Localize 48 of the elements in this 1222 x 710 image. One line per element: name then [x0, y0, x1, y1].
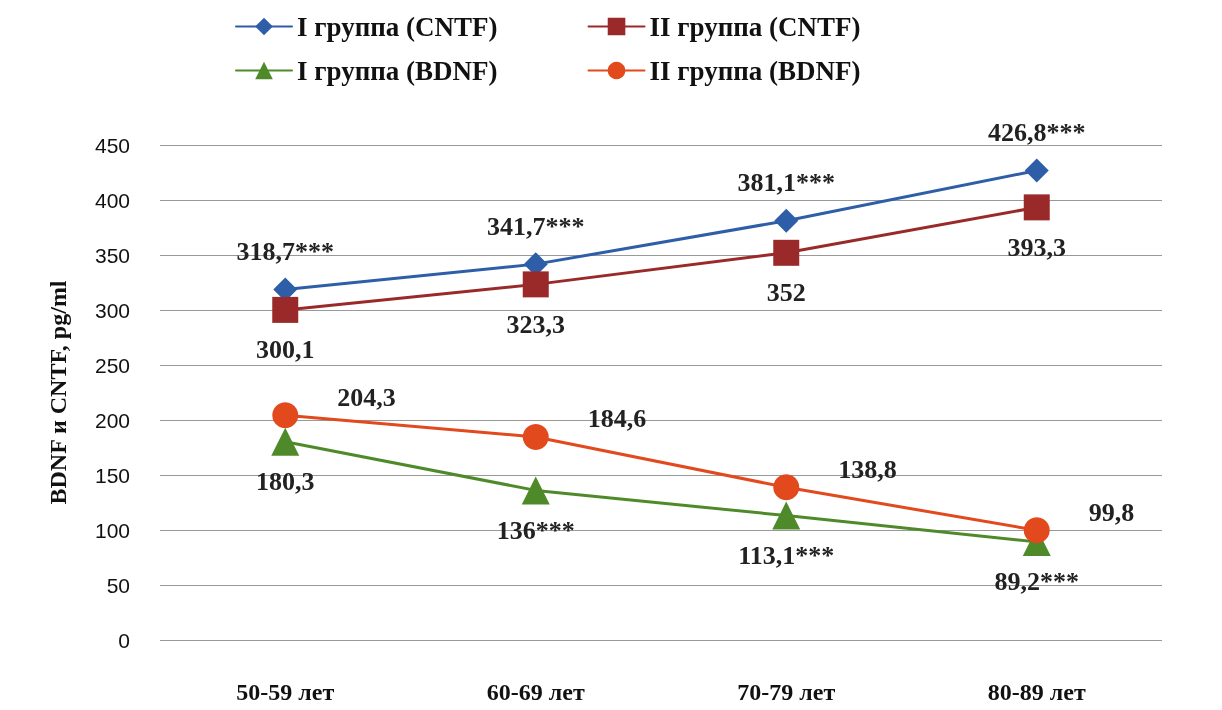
legend-label: II группа (BDNF) — [649, 55, 861, 86]
data-label: 184,6 — [587, 404, 647, 434]
point — [774, 208, 799, 233]
y-tick-label: 200 — [94, 408, 130, 432]
y-tick-label: 350 — [94, 243, 130, 267]
legend-label: II группа (CNTF) — [649, 11, 861, 42]
data-label: 323,3 — [506, 309, 565, 339]
data-label: 99,8 — [1088, 497, 1135, 527]
y-tick-label: 0 — [118, 628, 130, 652]
y-tick-label: 250 — [94, 353, 130, 377]
data-label: 393,3 — [1007, 232, 1066, 262]
data-label: 89,2*** — [994, 567, 1079, 597]
point — [522, 271, 549, 298]
x-tick-label: 60-69 лет — [486, 679, 585, 705]
y-tick-label: 450 — [94, 133, 130, 157]
point — [521, 476, 550, 505]
legend-label: I группа (CNTF) — [297, 11, 498, 42]
point — [772, 501, 801, 530]
data-label: 180,3 — [256, 467, 315, 497]
x-tick-label: 50-59 лет — [236, 679, 335, 705]
point — [272, 296, 299, 323]
data-label: 341,7*** — [487, 211, 585, 241]
data-label: 426,8*** — [988, 118, 1086, 148]
data-label: 381,1*** — [737, 168, 835, 198]
point — [1023, 194, 1050, 221]
point — [773, 474, 800, 501]
y-tick-label: 150 — [94, 463, 130, 487]
x-tick-label: 70-79 лет — [737, 679, 836, 705]
y-tick-label: 100 — [94, 518, 130, 542]
point — [271, 427, 300, 456]
data-label: 113,1*** — [738, 541, 835, 571]
data-label: 138,8 — [838, 454, 897, 484]
x-tick-label: 80-89 лет — [987, 679, 1086, 705]
legend-label: I группа (BDNF) — [297, 55, 498, 86]
point — [522, 423, 549, 450]
point — [272, 402, 299, 429]
point — [1023, 517, 1050, 544]
y-axis-title: BDNF и CNTF, pg/ml — [45, 280, 71, 505]
data-label: 352 — [766, 278, 806, 308]
data-label: 300,1 — [256, 335, 315, 365]
point — [773, 239, 800, 266]
y-tick-label: 300 — [94, 298, 130, 322]
y-tick-label: 400 — [94, 188, 130, 212]
point — [1024, 158, 1049, 183]
data-label: 318,7*** — [236, 236, 334, 266]
data-label: 136*** — [496, 515, 575, 545]
y-tick-label: 50 — [106, 573, 130, 597]
data-label: 204,3 — [337, 382, 396, 412]
